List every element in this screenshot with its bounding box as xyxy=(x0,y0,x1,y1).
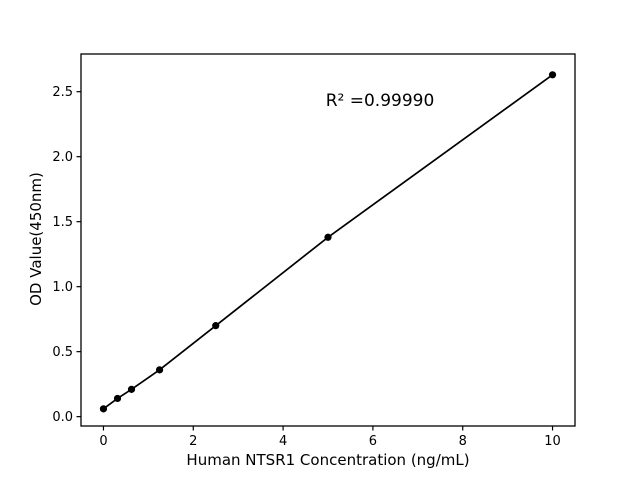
trend-line xyxy=(102,73,554,410)
x-tick-label: 4 xyxy=(279,434,287,449)
data-point xyxy=(324,233,332,241)
data-point xyxy=(99,405,108,413)
r-squared-annotation: R² =0.99990 xyxy=(325,91,435,111)
x-tick-label: 6 xyxy=(369,434,377,449)
x-tick-label: 0 xyxy=(99,434,107,449)
x-tick-label: 8 xyxy=(459,434,467,449)
x-tick-label: 2 xyxy=(189,434,197,449)
y-tick-label: 1.0 xyxy=(52,280,73,295)
y-tick-label: 0.5 xyxy=(52,345,73,360)
x-tick-label: 10 xyxy=(544,434,561,449)
y-tick-label: 0.0 xyxy=(52,410,73,425)
data-point xyxy=(155,366,164,374)
axes-frame xyxy=(80,53,576,427)
y-axis-label: OD Value(450nm) xyxy=(27,172,45,306)
data-point xyxy=(127,385,136,393)
data-point xyxy=(548,71,557,79)
y-tick-label: 2.0 xyxy=(52,150,73,165)
data-point xyxy=(212,322,220,330)
x-axis-label: Human NTSR1 Concentration (ng/mL) xyxy=(186,451,470,469)
y-tick-label: 2.5 xyxy=(52,85,73,100)
y-tick-label: 1.5 xyxy=(52,215,73,230)
data-point xyxy=(113,394,122,403)
